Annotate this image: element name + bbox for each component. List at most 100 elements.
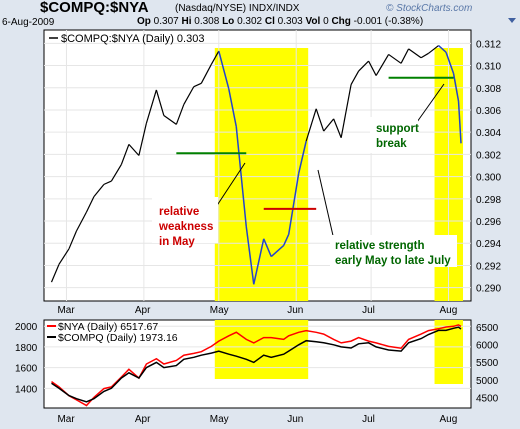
ratio-line-segment xyxy=(85,196,95,213)
ratio-line-segment xyxy=(228,88,238,127)
annotation-text: support xyxy=(376,123,419,135)
ratio-line-segment xyxy=(245,226,255,285)
ratio-line-segment xyxy=(340,84,352,138)
left-tick-label: 2000 xyxy=(15,322,38,333)
ratio-line-segment xyxy=(235,126,248,227)
ratio-line-segment xyxy=(155,89,165,116)
ratio-line-segment xyxy=(420,52,429,59)
right-tick-label: 6000 xyxy=(476,341,499,352)
left-tick-label: 1800 xyxy=(15,343,38,354)
y-tick-label: 0.300 xyxy=(476,173,501,184)
y-tick-label: 0.294 xyxy=(476,239,501,250)
ratio-line-segment xyxy=(445,51,455,74)
x-tick-label: Jun xyxy=(287,414,303,425)
left-tick-label: 1400 xyxy=(15,384,38,395)
ratio-line-segment xyxy=(50,264,60,283)
ratio-line-segment xyxy=(183,86,195,105)
annotation-pointer xyxy=(416,83,445,123)
legend-label-compq: $COMPQ (Daily) 1973.16 xyxy=(58,332,178,344)
low-value: 0.302 xyxy=(237,16,263,27)
ratio-line-segment xyxy=(200,64,212,84)
x-tick-label: Apr xyxy=(135,414,151,425)
right-tick-label: 5500 xyxy=(476,358,499,369)
ratio-line-segment xyxy=(283,234,290,246)
x-tick-label: Jun xyxy=(287,305,303,316)
ratio-line-segment xyxy=(138,123,147,156)
high-label: Hi xyxy=(181,16,192,27)
ratio-line-segment xyxy=(323,118,335,132)
right-tick-label: 6500 xyxy=(476,323,499,334)
ratio-line-segment xyxy=(368,60,377,76)
highlight-band-main xyxy=(214,48,309,301)
y-tick-label: 0.312 xyxy=(476,39,501,50)
exchange-label: (Nasdaq/NYSE) INDX/INDX xyxy=(175,3,300,14)
brand-watermark: © StockCharts.com xyxy=(386,3,473,14)
ratio-line-segment xyxy=(263,238,272,257)
annotation-box xyxy=(152,197,218,243)
ratio-line-segment xyxy=(218,50,230,90)
annotation-pointer xyxy=(215,162,246,208)
compq-series-line xyxy=(51,326,462,403)
annotation-box xyxy=(370,117,418,153)
change-value: -0.001 (-0.38%) xyxy=(353,16,424,27)
x-tick-label: Jul xyxy=(362,305,375,316)
y-tick-label: 0.298 xyxy=(476,195,501,206)
y-tick-label: 0.310 xyxy=(476,62,501,73)
ratio-line-segment xyxy=(58,248,70,265)
ratio-line-segment xyxy=(93,184,105,197)
ohlc-readout: Op 0.307 Hi 0.308 Lo 0.302 Cl 0.303 Vol … xyxy=(137,16,423,27)
ratio-line-segment xyxy=(408,48,422,59)
ratio-line-segment xyxy=(400,48,410,64)
ratio-line-segment xyxy=(175,104,185,125)
legend-label: $COMPQ:$NYA (Daily) 0.303 xyxy=(61,33,204,45)
change-label: Chg xyxy=(331,16,351,27)
ratio-line-segment xyxy=(375,54,390,76)
annotation-pointer xyxy=(317,169,335,241)
ratio-line-segment xyxy=(210,50,220,65)
ratio-line-segment xyxy=(68,230,78,250)
volume-label: Vol xyxy=(305,16,321,27)
annotation-text: in May xyxy=(159,236,195,248)
ratio-line-segment xyxy=(193,82,202,88)
ratio-line-segment xyxy=(103,180,112,185)
dropdown-arrow-icon[interactable] xyxy=(508,18,516,23)
y-tick-label: 0.306 xyxy=(476,106,501,117)
x-tick-label: Aug xyxy=(440,414,458,425)
ratio-line-segment xyxy=(287,173,300,235)
ratio-line-segment xyxy=(388,53,402,64)
x-tick-label: May xyxy=(210,305,229,316)
annotation-text: relative strength xyxy=(335,240,424,252)
ratio-line-segment xyxy=(452,73,460,102)
ratio-line-segment xyxy=(305,108,317,142)
x-tick-label: Mar xyxy=(57,414,75,425)
highlight-band-lower xyxy=(214,320,309,379)
low-label: Lo xyxy=(222,16,235,27)
right-tick-label: 4500 xyxy=(476,393,499,404)
ratio-line-segment xyxy=(163,115,177,125)
chart-symbol-title: $COMPQ:$NYA xyxy=(40,0,149,16)
annotation-text: break xyxy=(376,138,407,150)
y-tick-label: 0.290 xyxy=(476,284,501,295)
left-tick-label: 1600 xyxy=(15,364,38,375)
ratio-line-segment xyxy=(315,108,325,132)
y-tick-label: 0.292 xyxy=(476,261,501,272)
ratio-line-segment xyxy=(333,118,342,138)
close-value: 0.303 xyxy=(277,16,303,27)
right-tick-label: 5000 xyxy=(476,376,499,387)
ratio-line-segment xyxy=(128,143,140,156)
close-label: Cl xyxy=(264,16,275,27)
ratio-line-segment xyxy=(253,238,265,285)
x-tick-label: Jul xyxy=(362,414,375,425)
volume-value: 0 xyxy=(323,16,329,27)
ratio-line-segment xyxy=(270,244,285,258)
ratio-line-segment xyxy=(358,60,370,72)
x-tick-label: May xyxy=(210,414,229,425)
x-tick-label: Apr xyxy=(135,305,151,316)
ratio-line-segment xyxy=(350,70,360,85)
y-tick-label: 0.304 xyxy=(476,128,501,139)
y-tick-label: 0.308 xyxy=(476,84,501,95)
y-tick-label: 0.302 xyxy=(476,150,501,161)
annotation-box xyxy=(330,235,457,267)
high-value: 0.308 xyxy=(194,16,220,27)
open-label: Op xyxy=(137,16,151,27)
